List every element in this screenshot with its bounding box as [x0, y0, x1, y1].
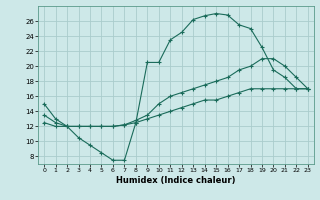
X-axis label: Humidex (Indice chaleur): Humidex (Indice chaleur) — [116, 176, 236, 185]
